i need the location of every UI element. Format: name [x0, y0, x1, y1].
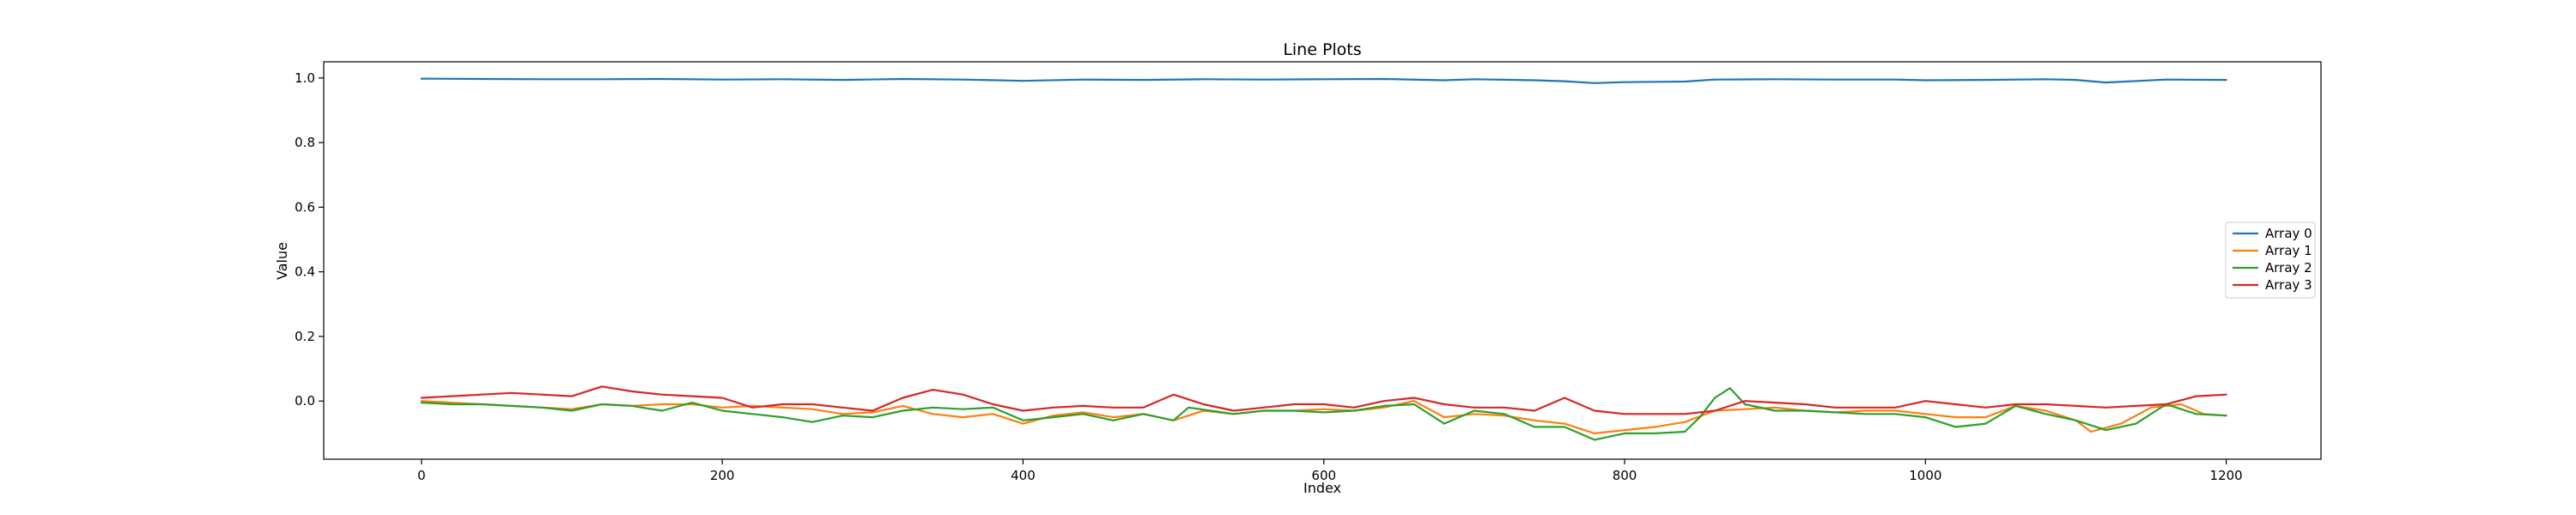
series-line-array-1 [420, 400, 2227, 434]
y-tick-label: 0.2 [295, 329, 315, 344]
x-tick-label: 1000 [1909, 468, 1941, 483]
legend-label: Array 0 [2265, 226, 2312, 241]
x-tick-label: 200 [710, 468, 735, 483]
x-axis-label: Index [1303, 480, 1341, 496]
x-tick-label: 800 [1613, 468, 1637, 483]
plot-area [323, 61, 2322, 460]
y-tick-label: 0.0 [295, 393, 315, 409]
series-line-array-3 [420, 385, 2227, 415]
series-layer [420, 77, 2227, 441]
y-tick-label: 1.0 [295, 70, 315, 86]
chart-title: Line Plots [1283, 40, 1361, 59]
x-axis: 0 200 400 600 800 1000 1200 [417, 459, 2243, 483]
plot-frame [323, 61, 2322, 460]
legend-label: Array 2 [2265, 260, 2312, 276]
y-tick-label: 0.6 [295, 199, 315, 215]
legend-box [2225, 221, 2316, 299]
y-axis-label: Value [274, 242, 290, 280]
y-tick-label: 0.8 [295, 135, 315, 150]
legend-label: Array 3 [2265, 277, 2312, 293]
y-axis: 0.0 0.2 0.4 0.6 0.8 1.0 [295, 70, 324, 409]
y-tick-label: 0.4 [295, 264, 315, 280]
series-line-array-0 [420, 77, 2227, 84]
x-tick-label: 0 [417, 468, 426, 483]
legend-label: Array 1 [2265, 243, 2312, 258]
x-tick-label: 600 [1311, 468, 1336, 483]
series-line-array-2 [420, 387, 2227, 441]
x-tick-label: 400 [1011, 468, 1036, 483]
x-tick-label: 1200 [2210, 468, 2243, 483]
